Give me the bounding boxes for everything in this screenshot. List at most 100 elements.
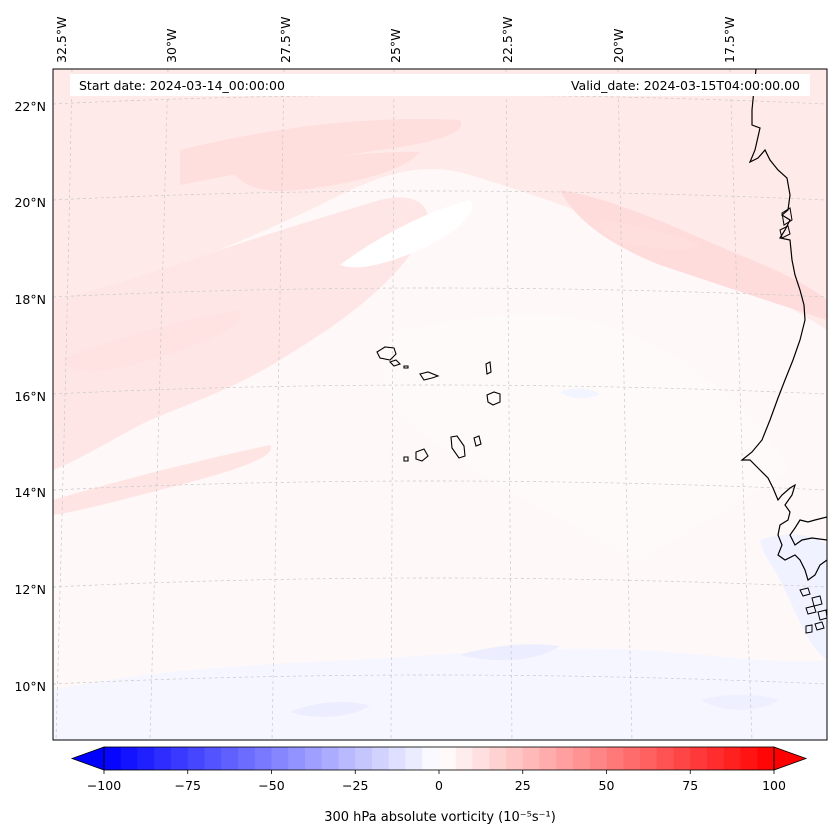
colorbar-cell bbox=[388, 747, 406, 770]
lat-label: 10°N bbox=[14, 679, 46, 694]
colorbar-cell bbox=[489, 747, 507, 770]
colorbar-cell bbox=[104, 747, 122, 770]
colorbar-cell bbox=[640, 747, 658, 770]
colorbar-cell bbox=[204, 747, 222, 770]
coast-islands-bijagos bbox=[799, 587, 827, 634]
island-sao-vicente bbox=[388, 359, 402, 367]
island-brava bbox=[403, 456, 409, 462]
colorbar-cell bbox=[673, 747, 691, 770]
colorbar-tick-label: 0 bbox=[435, 778, 443, 793]
valid-date-label: Valid_date: 2024-03-15T04:00:00.00 bbox=[571, 78, 800, 93]
lat-label: 14°N bbox=[14, 485, 46, 500]
colorbar-tick-label: 50 bbox=[599, 778, 615, 793]
island-fogo bbox=[415, 448, 429, 462]
island-maio bbox=[473, 435, 482, 447]
colorbar-cell bbox=[757, 747, 775, 770]
field-neg-patch-1 bbox=[53, 648, 827, 740]
colorbar-cell bbox=[455, 747, 473, 770]
field-streak-6 bbox=[53, 445, 272, 515]
field-streak-2 bbox=[230, 151, 420, 191]
colorbar-cell bbox=[372, 747, 390, 770]
field-neg-patch-3 bbox=[290, 702, 370, 717]
colorbar-cell bbox=[154, 747, 172, 770]
colorbar-ticks: −100 −75 −50 −25 0 25 50 75 100 bbox=[87, 770, 786, 793]
colorbar-cell bbox=[573, 747, 591, 770]
colorbar-cell bbox=[355, 747, 373, 770]
island-santo-antao bbox=[376, 346, 397, 361]
colorbar-cell bbox=[238, 747, 256, 770]
island-sao-nicolau bbox=[419, 371, 440, 381]
latitude-labels: 22°N 20°N 18°N 16°N 14°N 12°N 10°N bbox=[14, 99, 46, 694]
colorbar-tick-label: 25 bbox=[515, 778, 531, 793]
colorbar-tick-label: −75 bbox=[175, 778, 201, 793]
colorbar-cell bbox=[321, 747, 339, 770]
colorbar-cell bbox=[137, 747, 155, 770]
field-neg-patch-4 bbox=[700, 694, 780, 710]
map-frame bbox=[52, 68, 828, 741]
lon-label: 17.5°W bbox=[722, 17, 737, 63]
colorbar-tick-label: 100 bbox=[762, 778, 786, 793]
colorbar-cell bbox=[338, 747, 356, 770]
colorbar-tick-label: −100 bbox=[87, 778, 121, 793]
lon-label: 27.5°W bbox=[278, 17, 293, 63]
lat-label: 20°N bbox=[14, 195, 46, 210]
colorbar-cell bbox=[288, 747, 306, 770]
colorbar-cell bbox=[723, 747, 741, 770]
colorbar-cell bbox=[405, 747, 423, 770]
colorbar-tick-label: −50 bbox=[258, 778, 284, 793]
africa-coastline-south bbox=[789, 516, 827, 546]
field-streak-3 bbox=[560, 190, 827, 320]
lat-label: 16°N bbox=[14, 389, 46, 404]
start-date-label: Start date: 2024-03-14_00:00:00 bbox=[79, 78, 285, 93]
colorbar-cell bbox=[120, 747, 138, 770]
colorbar-extend-min bbox=[70, 746, 105, 771]
lon-label: 20°W bbox=[611, 28, 626, 63]
field-white-lobe bbox=[340, 200, 472, 268]
field-white-lobe-2 bbox=[382, 314, 790, 560]
coast-banc-arguin bbox=[779, 207, 793, 239]
field-neg-patch-6 bbox=[560, 388, 600, 399]
colorbar-cell bbox=[623, 747, 641, 770]
field-streak-4 bbox=[599, 220, 700, 250]
colorbar-cell bbox=[305, 747, 323, 770]
colorbar-cell bbox=[589, 747, 607, 770]
map-area bbox=[53, 69, 827, 740]
colorbar-cell bbox=[439, 747, 457, 770]
field-band-north bbox=[53, 69, 827, 330]
colorbar-cell bbox=[506, 747, 524, 770]
colorbar-cell bbox=[254, 747, 272, 770]
colorbar-cell bbox=[522, 747, 540, 770]
island-santiago bbox=[450, 435, 466, 459]
colorbar-label: 300 hPa absolute vorticity (10⁻⁵s⁻¹) bbox=[324, 810, 556, 825]
field-streak-5 bbox=[60, 310, 242, 372]
island-sal bbox=[485, 361, 492, 375]
colorbar-cell bbox=[422, 747, 440, 770]
island-santa-luzia bbox=[403, 365, 409, 369]
colorbar-cell bbox=[539, 747, 557, 770]
colorbar-cell bbox=[271, 747, 289, 770]
colorbar-tick-label: −25 bbox=[342, 778, 368, 793]
colorbar-cell bbox=[556, 747, 574, 770]
header-background bbox=[70, 74, 810, 96]
colorbar-cell bbox=[187, 747, 205, 770]
lon-label: 25°W bbox=[388, 28, 403, 63]
colorbar-cell bbox=[707, 747, 725, 770]
gridlines bbox=[53, 69, 827, 740]
cape-verde-islands bbox=[376, 346, 501, 462]
colorbar-cell bbox=[221, 747, 239, 770]
colorbar-cell bbox=[656, 747, 674, 770]
colorbar-extend-max bbox=[773, 746, 808, 771]
lon-label: 22.5°W bbox=[500, 17, 515, 63]
field-neg-patch-2 bbox=[460, 644, 560, 661]
colorbar-cell bbox=[740, 747, 758, 770]
lat-label: 18°N bbox=[14, 292, 46, 307]
field-band-west bbox=[53, 197, 428, 471]
longitude-labels: 32.5°W 30°W 27.5°W 25°W 22.5°W 20°W 17.5… bbox=[54, 17, 737, 63]
lon-label: 32.5°W bbox=[54, 17, 69, 63]
colorbar-cell bbox=[690, 747, 708, 770]
colorbar-cell bbox=[472, 747, 490, 770]
field-neg-patch-5 bbox=[760, 534, 827, 660]
colorbar-cell bbox=[606, 747, 624, 770]
lat-label: 22°N bbox=[14, 99, 46, 114]
